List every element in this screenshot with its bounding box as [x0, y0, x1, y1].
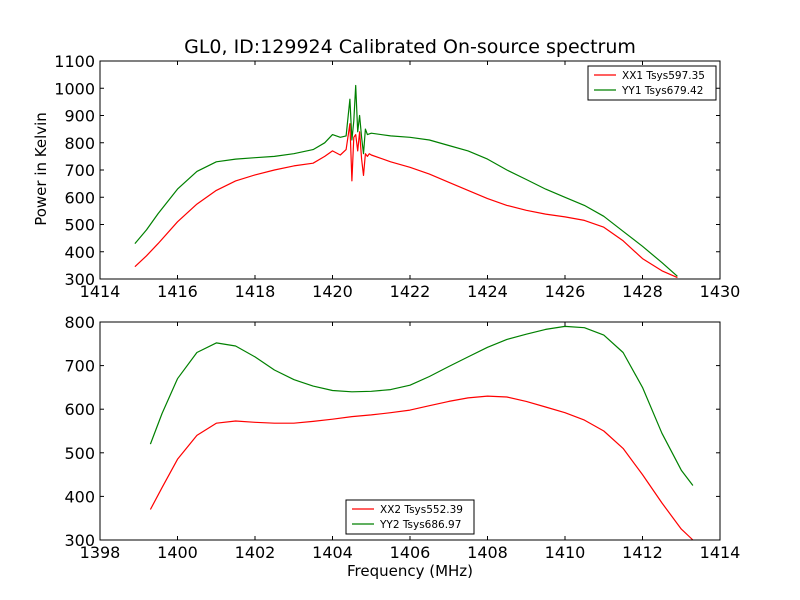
x-tick-label: 1428: [622, 282, 663, 301]
y-tick-label: 300: [64, 270, 95, 289]
y-tick-label: 900: [64, 107, 95, 126]
y-tick-label: 500: [64, 216, 95, 235]
x-tick-label: 1412: [622, 543, 663, 562]
y-tick-label: 800: [64, 313, 95, 332]
y-tick-label: 700: [64, 357, 95, 376]
legend: XX1 Tsys597.35 YY1 Tsys679.42: [587, 65, 717, 101]
y-tick-label: 700: [64, 161, 95, 180]
series-line-1: [134, 123, 678, 279]
x-tick-label: 1418: [235, 282, 276, 301]
x-tick-label: 1400: [157, 543, 198, 562]
y-tick-label: 600: [64, 400, 95, 419]
x-axis-label: Frequency (MHz): [347, 562, 473, 580]
series-line-2: [149, 325, 694, 486]
x-tick-label: 1406: [390, 543, 431, 562]
series-line-2: [134, 84, 678, 277]
chart-title: GL0, ID:129924 Calibrated On-source spec…: [184, 36, 636, 58]
legend-box: [345, 499, 475, 535]
legend-entry: XX1 Tsys597.35: [622, 70, 705, 82]
x-tick-label: 1404: [312, 543, 353, 562]
y-tick-label: 300: [64, 531, 95, 550]
x-tick-label: 1402: [235, 543, 276, 562]
y-tick-label: 500: [64, 444, 95, 463]
legend: XX2 Tsys552.39 YY2 Tsys686.97: [345, 499, 475, 535]
legend-entry: YY2 Tsys686.97: [379, 519, 461, 531]
y-tick-label: 1100: [54, 52, 95, 71]
y-axis-label: Power in Kelvin: [32, 112, 50, 226]
legend-entry: YY1 Tsys679.42: [621, 85, 703, 97]
y-tick-label: 1000: [54, 79, 95, 98]
y-tick-label: 400: [64, 487, 95, 506]
x-tick-label: 1408: [467, 543, 508, 562]
x-tick-label: 1398: [80, 543, 121, 562]
x-tick-label: 1414: [80, 282, 121, 301]
y-tick-label: 400: [64, 243, 95, 262]
x-tick-label: 1416: [157, 282, 198, 301]
x-tick-label: 1414: [700, 543, 741, 562]
legend-entry: XX2 Tsys552.39: [380, 504, 463, 516]
series-line-1: [149, 395, 694, 541]
x-tick-label: 1422: [390, 282, 431, 301]
x-tick-label: 1424: [467, 282, 508, 301]
x-tick-label: 1426: [545, 282, 586, 301]
top-panel: 1414 1416 1418 1420 1422 1424 1426 1428 1430 300 4…: [54, 52, 740, 301]
y-tick-label: 600: [64, 188, 95, 207]
y-tick-label: 800: [64, 134, 95, 153]
x-tick-label: 1430: [700, 282, 741, 301]
x-tick-label: 1410: [545, 543, 586, 562]
bottom-panel: 1398 1400 1402 1404 1406 1408 1410 1412 1414 300 4…: [64, 313, 740, 562]
x-tick-label: 1420: [312, 282, 353, 301]
legend-box: [587, 65, 717, 101]
